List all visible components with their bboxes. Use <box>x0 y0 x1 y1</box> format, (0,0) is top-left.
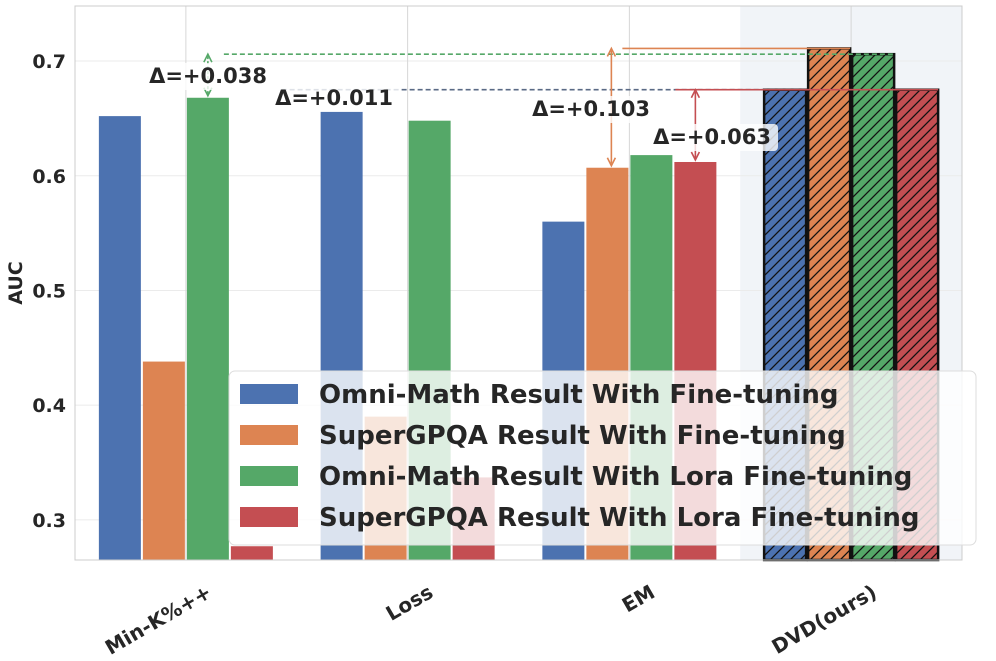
legend-entry-omni-math-result-with-lora-fine-tuning: Omni-Math Result With Lora Fine-tuning <box>319 462 912 492</box>
delta-arrow-head <box>690 87 701 99</box>
legend-entry-supergpqa-result-with-lora-fine-tuning: SuperGPQA Result With Lora Fine-tuning <box>319 503 920 533</box>
delta-label-background <box>646 124 778 151</box>
y-tick-label: 0.7 <box>32 51 66 73</box>
x-tick-label: Loss <box>382 580 438 626</box>
bar-min-k-supergpqa-result-with-lora-fine-tuning <box>230 546 273 560</box>
delta-label: Δ=+0.063 <box>653 125 771 149</box>
y-tick-label: 0.5 <box>32 280 66 302</box>
x-tick-label: DVD(ours) <box>768 580 881 659</box>
delta-arrow-head <box>203 52 213 63</box>
y-axis-label: AUC <box>5 261 27 305</box>
bar-min-k-omni-math-result-with-lora-fine-tuning <box>186 97 229 561</box>
delta-label-background <box>268 85 400 112</box>
legend-box <box>228 370 977 546</box>
x-tick-label: Min-K%++ <box>101 580 216 660</box>
bar-min-k-supergpqa-result-with-fine-tuning <box>142 361 185 560</box>
y-tick-label: 0.4 <box>32 395 66 417</box>
delta-label-background <box>525 96 657 123</box>
delta-label-background <box>142 63 274 90</box>
delta-label: Δ=+0.011 <box>275 86 393 110</box>
legend-entry-supergpqa-result-with-fine-tuning: SuperGPQA Result With Fine-tuning <box>319 421 846 451</box>
delta-label: Δ=+0.038 <box>149 64 267 88</box>
delta-label: Δ=+0.103 <box>532 97 650 121</box>
legend-swatch-omni-math-result-with-lora-fine-tuning <box>240 466 298 486</box>
delta-arrow-head <box>606 46 617 57</box>
y-tick-label: 0.3 <box>32 510 66 532</box>
bar-min-k-omni-math-result-with-fine-tuning <box>98 116 141 560</box>
delta-arrow-head <box>203 87 213 98</box>
plot-frame <box>74 5 963 561</box>
legend-swatch-supergpqa-result-with-fine-tuning <box>240 425 298 445</box>
legend-entry-omni-math-result-with-fine-tuning: Omni-Math Result With Fine-tuning <box>319 380 839 410</box>
x-tick-label: EM <box>618 580 659 618</box>
delta-arrow-head <box>606 157 617 168</box>
y-tick-label: 0.6 <box>32 166 66 188</box>
legend-swatch-supergpqa-result-with-lora-fine-tuning <box>240 507 298 527</box>
legend-swatch-omni-math-result-with-fine-tuning <box>240 384 298 404</box>
delta-arrow-head <box>690 151 701 162</box>
